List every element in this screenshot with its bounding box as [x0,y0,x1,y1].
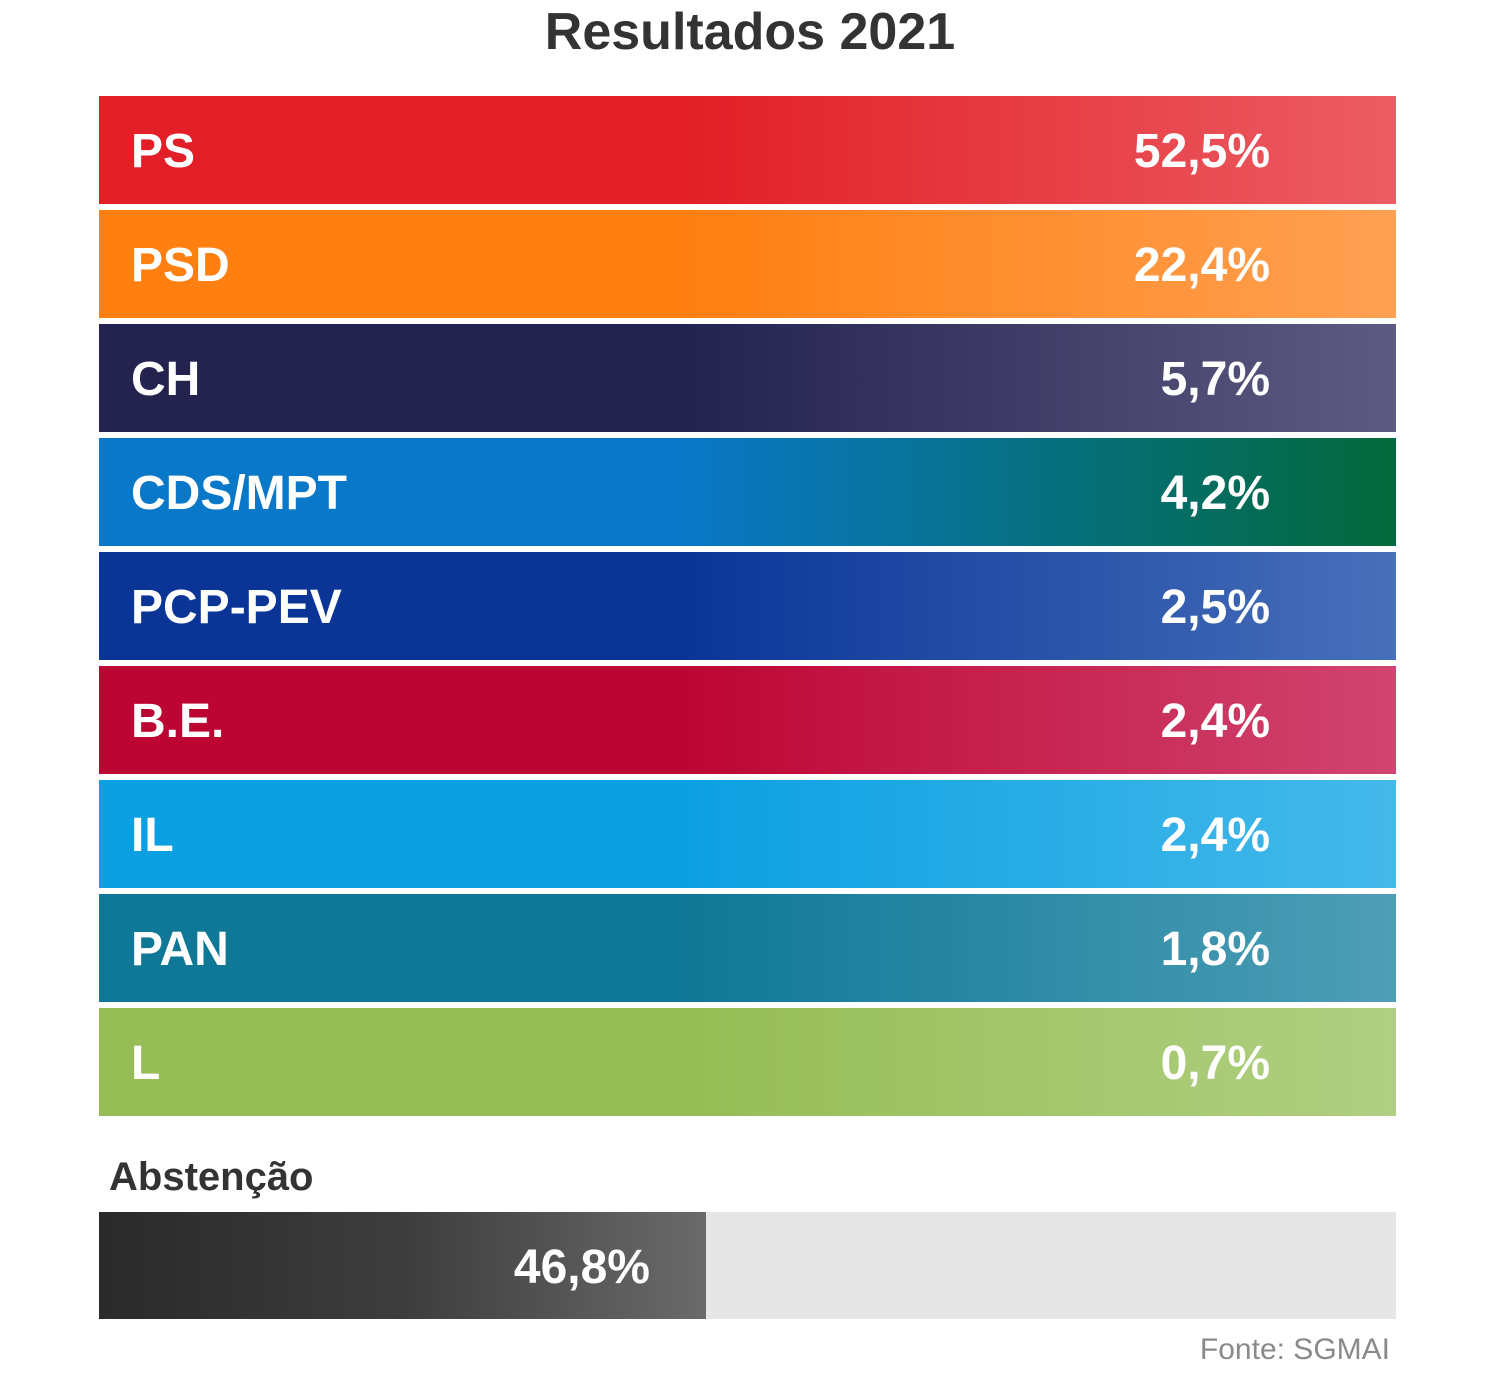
abstention-value: 46,8% [513,1241,650,1294]
party-label: CDS/MPT [131,467,347,520]
party-bar: PS 52,5% [99,96,1396,204]
party-label: CH [131,353,201,406]
results-list: PS 52,5% PSD 22,4% CH 5,7% CDS/MPT 4,2% PCP-PEV 2… [99,96,1396,1122]
party-bar: CDS/MPT 4,2% [99,438,1396,546]
abstention-label: Abstenção [109,1155,314,1199]
party-bar: PAN 1,8% [99,894,1396,1002]
party-value: 2,4% [1160,695,1270,748]
party-value: 52,5% [1133,125,1270,178]
party-label: B.E. [131,695,225,748]
party-bar: CH 5,7% [99,324,1396,432]
abstention-bar-fill: 46,8% [99,1212,706,1319]
party-label: PSD [131,239,230,292]
party-value: 2,4% [1160,809,1270,862]
party-bar: L 0,7% [99,1008,1396,1116]
party-value: 2,5% [1160,581,1270,634]
party-value: 22,4% [1133,239,1270,292]
party-label: IL [131,809,174,862]
party-label: L [131,1037,161,1090]
party-bar: PSD 22,4% [99,210,1396,318]
party-label: PS [131,125,196,178]
party-value: 1,8% [1160,923,1270,976]
party-bar: PCP-PEV 2,5% [99,552,1396,660]
party-value: 4,2% [1160,467,1270,520]
party-bar: IL 2,4% [99,780,1396,888]
party-bar: B.E. 2,4% [99,666,1396,774]
chart-title: Resultados 2021 [544,3,956,61]
party-label: PAN [131,923,229,976]
party-value: 5,7% [1160,353,1270,406]
source-note: Fonte: SGMAI [1199,1333,1390,1366]
abstention-bar-track: 46,8% [99,1212,1396,1319]
party-label: PCP-PEV [131,581,342,634]
party-value: 0,7% [1160,1037,1270,1090]
